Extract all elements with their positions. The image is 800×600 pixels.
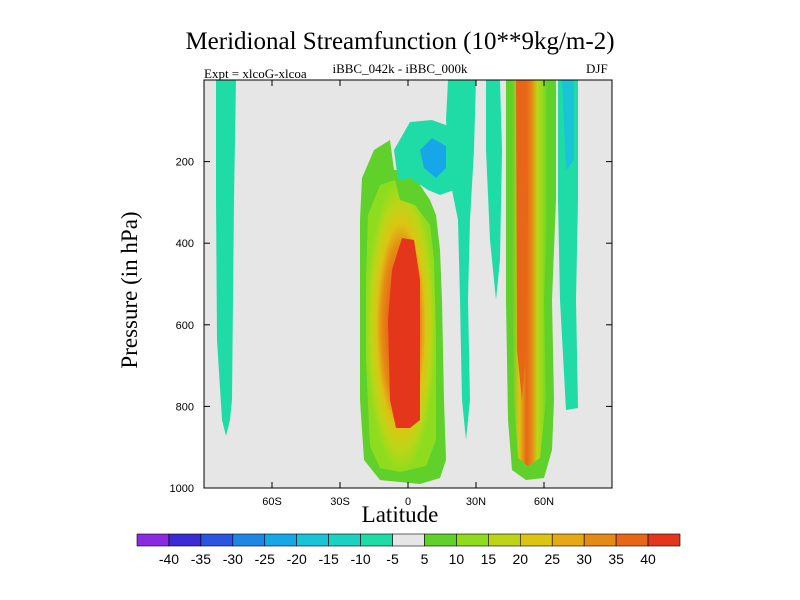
north-subtropical-negative-strip	[446, 80, 476, 440]
colorbar-label--15: -15	[319, 551, 339, 567]
north-polar-negative-band	[558, 80, 578, 410]
experiment-label: Expt = xlcoG-xlcoa	[204, 66, 307, 81]
colorbar-label-10: 10	[449, 551, 465, 567]
tropical-near-zero-region	[402, 80, 414, 106]
colorbar-swatch-5	[296, 533, 329, 547]
colorbar-label--40: -40	[159, 551, 179, 567]
north-midlat-positive-core	[516, 80, 528, 400]
colorbar-swatch-11	[488, 533, 521, 547]
colorbar-swatch-0	[136, 533, 170, 547]
colorbar-label-40: 40	[640, 551, 656, 567]
colorbar-label-25: 25	[544, 551, 560, 567]
x-ticks: 60S 30S 0 30N 60N	[262, 80, 554, 508]
x-tick-label-60N: 60N	[534, 496, 554, 508]
colorbar-swatch-1	[168, 533, 202, 547]
colorbar-swatch-3	[232, 533, 266, 547]
colorbar-swatch-13	[551, 533, 585, 547]
tropical-upper-negative-core	[420, 138, 446, 178]
colorbar-swatch-2	[200, 533, 234, 547]
x-tick-label-0: 0	[405, 496, 411, 508]
y-tick-label-1000: 1000	[170, 483, 194, 495]
season-label: DJF	[586, 61, 608, 76]
colorbar-label-30: 30	[576, 551, 592, 567]
x-tick-label-30S: 30S	[330, 496, 350, 508]
south-polar-negative-band	[216, 80, 236, 436]
colorbar-swatch-6	[328, 533, 361, 547]
north-subtropical-negative-strip-2	[486, 80, 502, 300]
colorbar-label--10: -10	[350, 551, 370, 567]
colorbar-swatch-15	[615, 533, 649, 547]
chart-title: Meridional Streamfunction (10**9kg/m-2)	[185, 28, 615, 55]
colorbar-label--5: -5	[386, 551, 399, 567]
colorbar: -40 -35 -30 -25 -20 -15 -10 -5 5 10 15 20 25 30 35 40	[136, 533, 681, 567]
y-tick-label-600: 600	[176, 320, 194, 332]
y-ticks: 200 400 600 800 1000	[170, 157, 612, 495]
colorbar-swatch-9	[424, 533, 457, 547]
colorbar-swatch-8	[392, 533, 425, 547]
north-polar-negative-core	[562, 80, 574, 170]
contour-fields	[216, 80, 578, 484]
colorbar-label-15: 15	[481, 551, 497, 567]
colorbar-label-20: 20	[513, 551, 529, 567]
comparison-label: iBBC_042k - iBBC_000k	[332, 61, 468, 76]
y-tick-label-400: 400	[176, 238, 194, 250]
colorbar-label--20: -20	[287, 551, 307, 567]
colorbar-swatch-14	[583, 533, 617, 547]
colorbar-label-5: 5	[421, 551, 429, 567]
colorbar-label--35: -35	[191, 551, 211, 567]
y-tick-label-800: 800	[176, 401, 194, 413]
colorbar-swatch-16	[647, 533, 681, 547]
x-tick-label-30N: 30N	[466, 496, 486, 508]
y-tick-label-200: 200	[176, 157, 194, 169]
colorbar-label-35: 35	[608, 551, 624, 567]
colorbar-swatch-7	[360, 533, 393, 547]
colorbar-swatch-4	[264, 533, 298, 547]
x-axis-label: Latitude	[361, 502, 439, 527]
colorbar-swatch-12	[519, 533, 553, 547]
colorbar-label--30: -30	[223, 551, 243, 567]
x-tick-label-60S: 60S	[262, 496, 282, 508]
tropical-cell-core	[388, 238, 420, 428]
colorbar-label--25: -25	[255, 551, 275, 567]
colorbar-swatch-10	[456, 533, 489, 547]
